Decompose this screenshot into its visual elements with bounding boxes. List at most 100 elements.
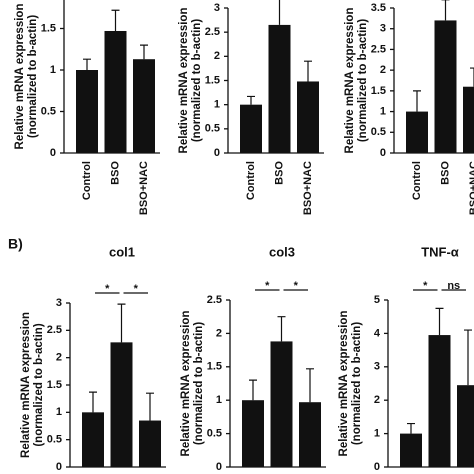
y-tick-label: 0 (214, 147, 220, 159)
y-tick-label: 5 (374, 294, 380, 306)
y-tick-label: 2 (380, 64, 386, 76)
y-tick-label: 0 (50, 147, 56, 159)
significance-label: * (134, 283, 139, 295)
y-tick-label: 1.5 (207, 361, 222, 373)
y-tick-label: 1.5 (371, 85, 386, 97)
x-tick-label: BSO (439, 161, 451, 185)
error-bar (470, 67, 474, 87)
bar (139, 420, 161, 467)
y-tick-label: 2.5 (371, 43, 386, 55)
y-tick-label: 1.5 (205, 74, 220, 86)
y-tick-label: 2 (374, 394, 380, 406)
bar (457, 385, 474, 467)
y-tick-label: 3 (56, 297, 62, 309)
chart-title: col3 (269, 244, 295, 259)
bar (463, 86, 474, 153)
error-bar (89, 391, 97, 413)
bar (270, 341, 293, 467)
y-tick-label: 0 (216, 461, 222, 473)
significance-label: * (105, 283, 110, 295)
x-tick-label: BSO+NAC (468, 161, 474, 215)
y-tick-label: 1.5 (41, 22, 56, 34)
significance-label: * (294, 280, 299, 292)
y-axis-label: Relative mRNA expression (178, 8, 190, 154)
y-tick-label: 3.5 (371, 2, 386, 14)
y-tick-label: 2 (214, 50, 220, 62)
chart: 0 1 2 3 4 5 Relative mRNA expression (normalize… (338, 244, 474, 473)
bar (428, 335, 451, 467)
chart: 0 0.5 1 1.5 2 2.5 3 Relative mRNA expression (no… (20, 244, 166, 473)
significance-label: ns (447, 280, 460, 292)
bar (82, 412, 104, 467)
y-tick-label: 0.5 (47, 434, 62, 446)
y-tick-label: 2 (216, 327, 222, 339)
y-tick-label: 0.5 (41, 105, 56, 117)
y-axis-label: (normalized to b-actin) (191, 19, 203, 142)
error-bar (111, 9, 120, 31)
y-tick-label: 1 (214, 99, 220, 111)
y-tick-label: 0 (374, 461, 380, 473)
error-bar (247, 95, 255, 105)
x-tick-label: Control (411, 161, 423, 200)
y-axis-label: (normalized to b-actin) (193, 322, 205, 445)
y-tick-label: 0 (380, 147, 386, 159)
y-tick-label: 4 (374, 327, 381, 339)
error-bar (304, 60, 312, 82)
bar (110, 342, 133, 467)
bar (297, 81, 319, 153)
chart: 0 0.5 1 1.5 2 2.5 3 Relative mRNA expression (no… (178, 0, 324, 215)
y-tick-label: 0.5 (205, 123, 220, 135)
x-tick-label: BSO+NAC (302, 161, 314, 215)
bar (104, 30, 127, 154)
error-bar (306, 368, 314, 403)
y-axis-label: (normalized to b-actin) (33, 323, 45, 446)
y-tick-label: 1.5 (47, 379, 62, 391)
error-bar (441, 0, 450, 21)
chart: 0 0.5 1 1.5 2 2.5 3 3.5 Relative mRNA expression… (344, 0, 474, 215)
error-bar (435, 307, 444, 336)
y-axis-label: Relative mRNA expression (14, 4, 26, 150)
error-bar (277, 316, 286, 342)
error-bar (83, 58, 91, 70)
y-tick-label: 2.5 (205, 26, 220, 38)
chart: 0 0.5 1 1.5 Relative mRNA expression (normali… (14, 0, 160, 215)
error-bar (407, 422, 415, 434)
y-tick-label: 1 (216, 394, 222, 406)
y-axis-label: Relative mRNA expression (20, 312, 32, 458)
y-tick-label: 2.5 (47, 324, 62, 336)
y-tick-label: 0 (56, 461, 62, 473)
x-tick-label: Control (245, 161, 257, 200)
error-bar (140, 44, 148, 60)
y-tick-label: 1 (56, 406, 62, 418)
chart: 0 0.5 1 1.5 2 2.5 Relative mRNA expression (nor… (180, 244, 326, 473)
bar (406, 111, 428, 153)
error-bar (413, 90, 421, 112)
bar (76, 70, 98, 153)
y-tick-label: 0.5 (371, 126, 386, 138)
significance-label: * (265, 280, 270, 292)
error-bar (464, 329, 472, 386)
y-axis-label: Relative mRNA expression (344, 8, 356, 154)
error-bar (117, 303, 126, 343)
panel-label: B) (8, 236, 23, 252)
error-bar (278, 0, 281, 25)
chart-title: TNF-α (421, 244, 459, 259)
x-tick-label: BSO (109, 161, 121, 185)
y-tick-label: 1 (374, 428, 380, 440)
y-tick-label: 1 (50, 64, 56, 76)
y-tick-label: 2.5 (207, 294, 222, 306)
y-tick-label: 0.5 (207, 428, 222, 440)
error-bar (249, 379, 257, 401)
y-tick-label: 2 (56, 352, 62, 364)
y-axis-label: (normalized to b-actin) (357, 19, 369, 142)
error-bar (146, 392, 154, 421)
y-tick-label: 3 (214, 2, 220, 14)
y-axis-label: Relative mRNA expression (180, 311, 192, 457)
y-tick-label: 1 (380, 105, 386, 117)
bar (240, 104, 262, 153)
y-tick-label: 3 (374, 361, 380, 373)
bar (242, 400, 264, 467)
y-axis-label: Relative mRNA expression (338, 311, 350, 457)
x-tick-label: Control (81, 161, 93, 200)
